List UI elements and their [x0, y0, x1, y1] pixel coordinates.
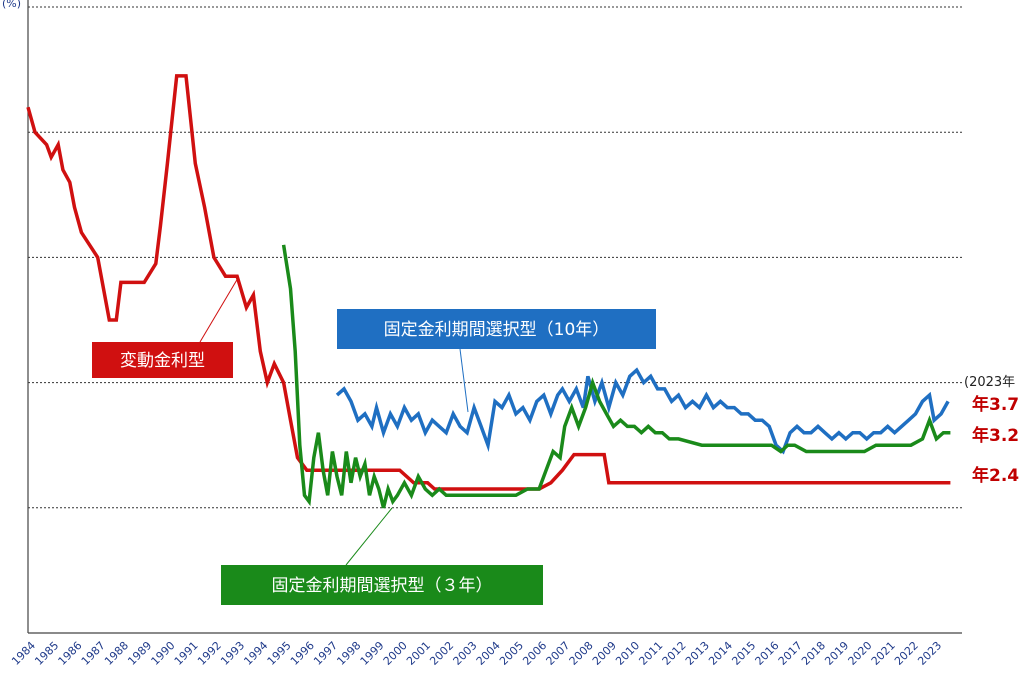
x-tick-label: 2007: [544, 639, 573, 668]
x-tick-label: 1990: [149, 639, 178, 668]
callout-label: 固定金利期間選択型（10年）: [384, 320, 610, 340]
x-tick-label: 2002: [427, 639, 456, 668]
x-tick-label: 1998: [334, 639, 363, 668]
end-value-label: 年3.7: [972, 394, 1019, 415]
callout-box: [337, 309, 656, 349]
x-tick-label: 2021: [869, 639, 898, 668]
series-line: [281, 244, 951, 509]
x-tick-label: 1995: [265, 639, 294, 668]
callout-leader: [459, 348, 469, 413]
x-tick-label: 1989: [125, 639, 154, 668]
x-tick-label: 2011: [636, 639, 665, 668]
x-tick-label: 1997: [311, 639, 340, 668]
x-tick-label: 2023: [915, 639, 944, 668]
x-tick-label: 1994: [241, 639, 270, 668]
x-tick-label: 1984: [9, 639, 38, 668]
callout-box: [92, 342, 233, 378]
x-tick-label: 2017: [776, 639, 805, 668]
x-tick-label: 2003: [451, 639, 480, 668]
callout-leader: [199, 277, 239, 343]
x-tick-label: 1987: [79, 639, 108, 668]
x-tick-label: 2005: [497, 639, 526, 668]
callout-leader: [345, 507, 393, 566]
y-unit-label: (%): [2, 0, 21, 10]
x-tick-label: 2019: [822, 639, 851, 668]
x-tick-label: 2006: [520, 639, 549, 668]
x-tick-label: 2001: [404, 639, 433, 668]
x-tick-label: 1986: [56, 639, 85, 668]
x-tick-labels: 1984198519861987198819891990199119921993…: [9, 639, 944, 668]
x-tick-label: 1992: [195, 639, 224, 668]
end-labels: 年3.7 年3.2 年2.4: [972, 394, 1019, 486]
x-tick-label: 2013: [683, 639, 712, 668]
end-value-label: 年3.2: [972, 425, 1019, 446]
x-tick-label: 2020: [846, 639, 875, 668]
callout-label: 変動金利型: [120, 351, 205, 371]
x-tick-label: 1993: [218, 639, 247, 668]
series-line: [335, 367, 950, 455]
callout-box: [221, 565, 543, 605]
series-callouts: 変動金利型 固定金利期間選択型（10年） 固定金利期間選択型（３年）: [92, 277, 656, 605]
x-tick-label: 2015: [729, 639, 758, 668]
x-tick-label: 1996: [288, 639, 317, 668]
x-tick-label: 2010: [613, 639, 642, 668]
series-line: [26, 74, 951, 491]
x-tick-label: 2022: [892, 639, 921, 668]
x-tick-label: 2014: [706, 639, 735, 668]
gridlines: [28, 6, 962, 509]
x-tick-label: 1999: [358, 639, 387, 668]
x-tick-label: 1985: [32, 639, 61, 668]
x-tick-label: 2012: [660, 639, 689, 668]
series-lines: [26, 74, 951, 509]
x-tick-label: 2000: [381, 639, 410, 668]
as-of-note: (2023年: [964, 375, 1015, 390]
end-value-label: 年2.4: [972, 465, 1019, 486]
callout-label: 固定金利期間選択型（３年）: [272, 576, 493, 596]
x-tick-label: 2016: [753, 639, 782, 668]
x-tick-label: 2004: [474, 639, 503, 668]
x-tick-label: 2018: [799, 639, 828, 668]
x-tick-label: 2008: [567, 639, 596, 668]
x-tick-label: 1988: [102, 639, 131, 668]
x-tick-label: 1991: [172, 639, 201, 668]
x-tick-label: 2009: [590, 639, 619, 668]
